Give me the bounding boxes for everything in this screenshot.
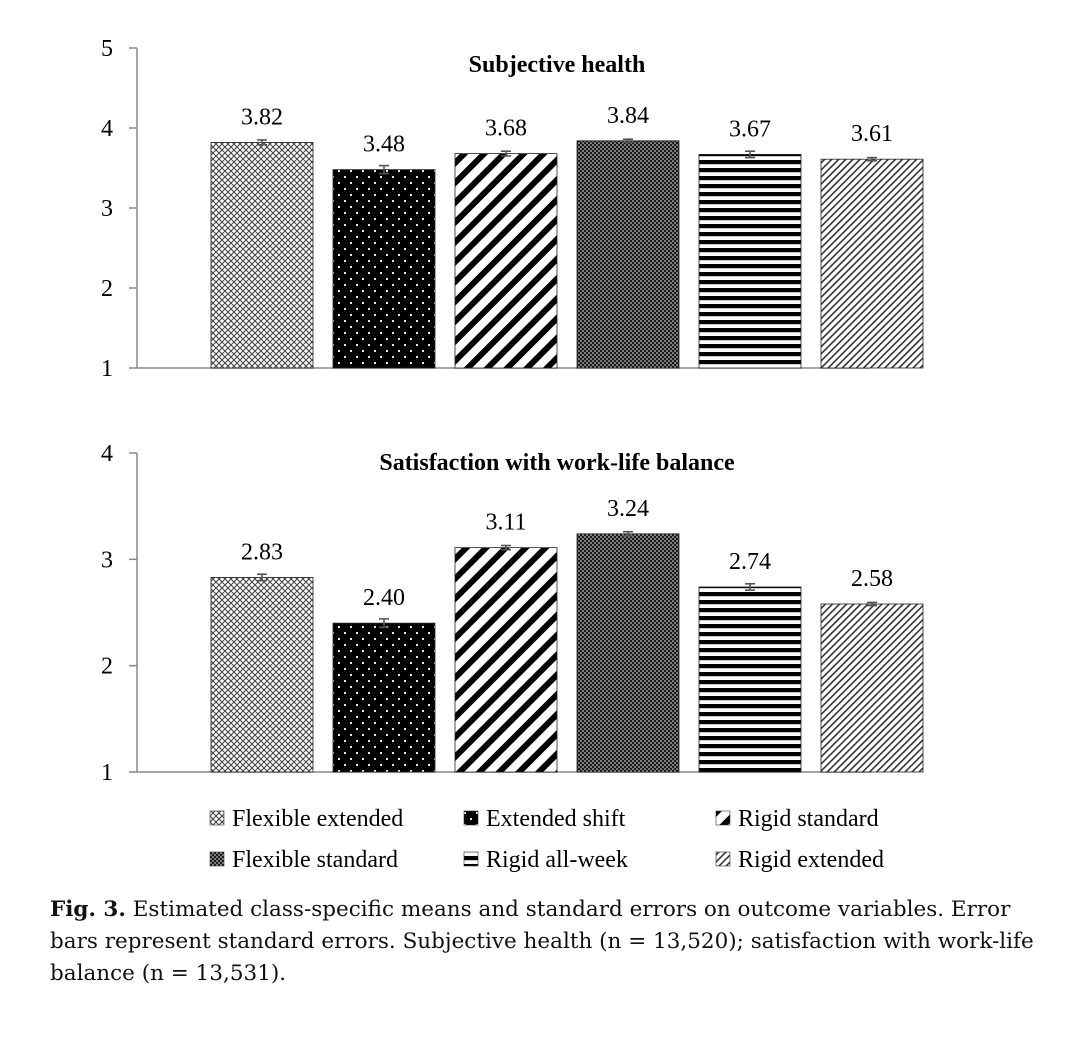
satisfaction-with-work-life-balance-value-label-extended-shift: 2.40 xyxy=(363,585,405,611)
legend-swatch-wide-diagonal xyxy=(715,810,731,826)
satisfaction-with-work-life-balance-value-label-rigid-extended: 2.58 xyxy=(851,566,893,592)
legend-label: Flexible standard xyxy=(232,847,398,873)
subjective-health-errorbar-rigid-all-week xyxy=(745,150,755,159)
panel-subjective-health: 1 2 3 4 5 Subjective health 3.82 3.48 3.68 3.84 3.… xyxy=(101,36,924,382)
satisfaction-with-work-life-balance-value-label-rigid-standard: 3.11 xyxy=(485,510,526,536)
subjective-health-title: Subjective health xyxy=(469,52,646,78)
subjective-health-ytick-label: 5 xyxy=(101,36,113,62)
satisfaction-with-work-life-balance-errorbar-rigid-standard xyxy=(501,544,511,551)
legend-item-rigid-standard: Rigid standard xyxy=(715,806,879,832)
legend-item-flexible-standard: Flexible standard xyxy=(209,847,398,873)
subjective-health-errorbar-extended-shift xyxy=(379,164,389,175)
satisfaction-with-work-life-balance-value-label-flexible-extended: 2.83 xyxy=(241,539,283,565)
satisfaction-with-work-life-balance-value-label-flexible-standard: 3.24 xyxy=(607,496,649,522)
subjective-health-errorbar-rigid-standard xyxy=(501,150,511,157)
satisfaction-with-work-life-balance-value-label-rigid-all-week: 2.74 xyxy=(729,549,771,575)
satisfaction-with-work-life-balance-bar-rigid-standard xyxy=(454,547,558,773)
subjective-health-ytick-label: 3 xyxy=(101,196,113,222)
satisfaction-with-work-life-balance-errorbar-flexible-standard xyxy=(623,530,633,537)
panel-work-life-balance: 1 2 3 4 Satisfaction with work-life balance 2… xyxy=(101,441,924,786)
legend-label: Extended shift xyxy=(486,806,626,832)
subjective-health-ytick-label: 4 xyxy=(101,116,113,142)
subjective-health-errorbar-flexible-extended xyxy=(257,139,267,146)
satisfaction-with-work-life-balance-bar-flexible-extended xyxy=(210,577,314,773)
legend-label: Flexible extended xyxy=(232,806,403,832)
legend-item-rigid-extended: Rigid extended xyxy=(715,847,884,873)
legend-swatch-crosshatch xyxy=(209,810,225,826)
subjective-health-errorbar-rigid-extended xyxy=(867,156,877,162)
subjective-health-bar-rigid-standard xyxy=(454,153,558,369)
satisfaction-with-work-life-balance-ytick-label: 1 xyxy=(101,760,113,786)
legend-label: Rigid all-week xyxy=(486,847,628,873)
subjective-health-errorbar-flexible-standard xyxy=(623,138,633,144)
subjective-health-ytick-label: 2 xyxy=(101,276,113,302)
legend-swatch-black-dots xyxy=(463,810,479,826)
subjective-health-ytick-label: 1 xyxy=(101,356,113,382)
subjective-health-value-label-flexible-standard: 3.84 xyxy=(607,103,649,129)
legend: Flexible extended Extended shift Rigid sta… xyxy=(209,806,884,873)
subjective-health-bar-rigid-extended xyxy=(820,158,924,369)
legend-item-flexible-extended: Flexible extended xyxy=(209,806,403,832)
satisfaction-with-work-life-balance-errorbar-extended-shift xyxy=(379,618,389,629)
satisfaction-with-work-life-balance-ytick-label: 3 xyxy=(101,547,113,573)
legend-item-extended-shift: Extended shift xyxy=(463,806,626,832)
satisfaction-with-work-life-balance-errorbar-rigid-all-week xyxy=(745,582,755,591)
subjective-health-value-label-flexible-extended: 3.82 xyxy=(241,104,283,130)
satisfaction-with-work-life-balance-bar-rigid-extended xyxy=(820,603,924,773)
legend-label: Rigid extended xyxy=(738,847,884,873)
satisfaction-with-work-life-balance-errorbar-flexible-extended xyxy=(257,573,267,582)
subjective-health-value-label-rigid-standard: 3.68 xyxy=(485,116,527,142)
satisfaction-with-work-life-balance-bar-flexible-standard xyxy=(576,533,680,773)
satisfaction-with-work-life-balance-title: Satisfaction with work-life balance xyxy=(379,450,735,476)
subjective-health-bar-flexible-extended xyxy=(210,141,314,369)
satisfaction-with-work-life-balance-bar-rigid-all-week xyxy=(698,586,802,773)
subjective-health-bar-extended-shift xyxy=(332,169,436,369)
subjective-health-value-label-extended-shift: 3.48 xyxy=(363,132,405,158)
subjective-health-value-label-rigid-all-week: 3.67 xyxy=(729,116,771,142)
satisfaction-with-work-life-balance-bar-extended-shift xyxy=(332,622,436,773)
caption-label: Fig. 3. xyxy=(50,897,126,922)
satisfaction-with-work-life-balance-errorbar-rigid-extended xyxy=(867,601,877,607)
legend-label: Rigid standard xyxy=(738,806,879,832)
figure-caption: Fig. 3. Estimated class-specific means a… xyxy=(50,894,1040,990)
subjective-health-value-label-rigid-extended: 3.61 xyxy=(851,121,893,147)
legend-swatch-horizontal xyxy=(463,851,479,867)
satisfaction-with-work-life-balance-ytick-label: 4 xyxy=(101,441,113,467)
subjective-health-bar-flexible-standard xyxy=(576,140,680,369)
figure: 1 2 3 4 5 Subjective health 3.82 3.48 3.68 3.84 3.… xyxy=(101,36,924,873)
legend-item-rigid-all-week: Rigid all-week xyxy=(463,847,628,873)
caption-text: Estimated class-specific means and stand… xyxy=(50,897,1034,986)
legend-swatch-fine-diagonal xyxy=(715,851,731,867)
legend-swatch-dense-dots xyxy=(209,851,225,867)
satisfaction-with-work-life-balance-ytick-label: 2 xyxy=(101,654,113,680)
subjective-health-bar-rigid-all-week xyxy=(698,153,802,369)
